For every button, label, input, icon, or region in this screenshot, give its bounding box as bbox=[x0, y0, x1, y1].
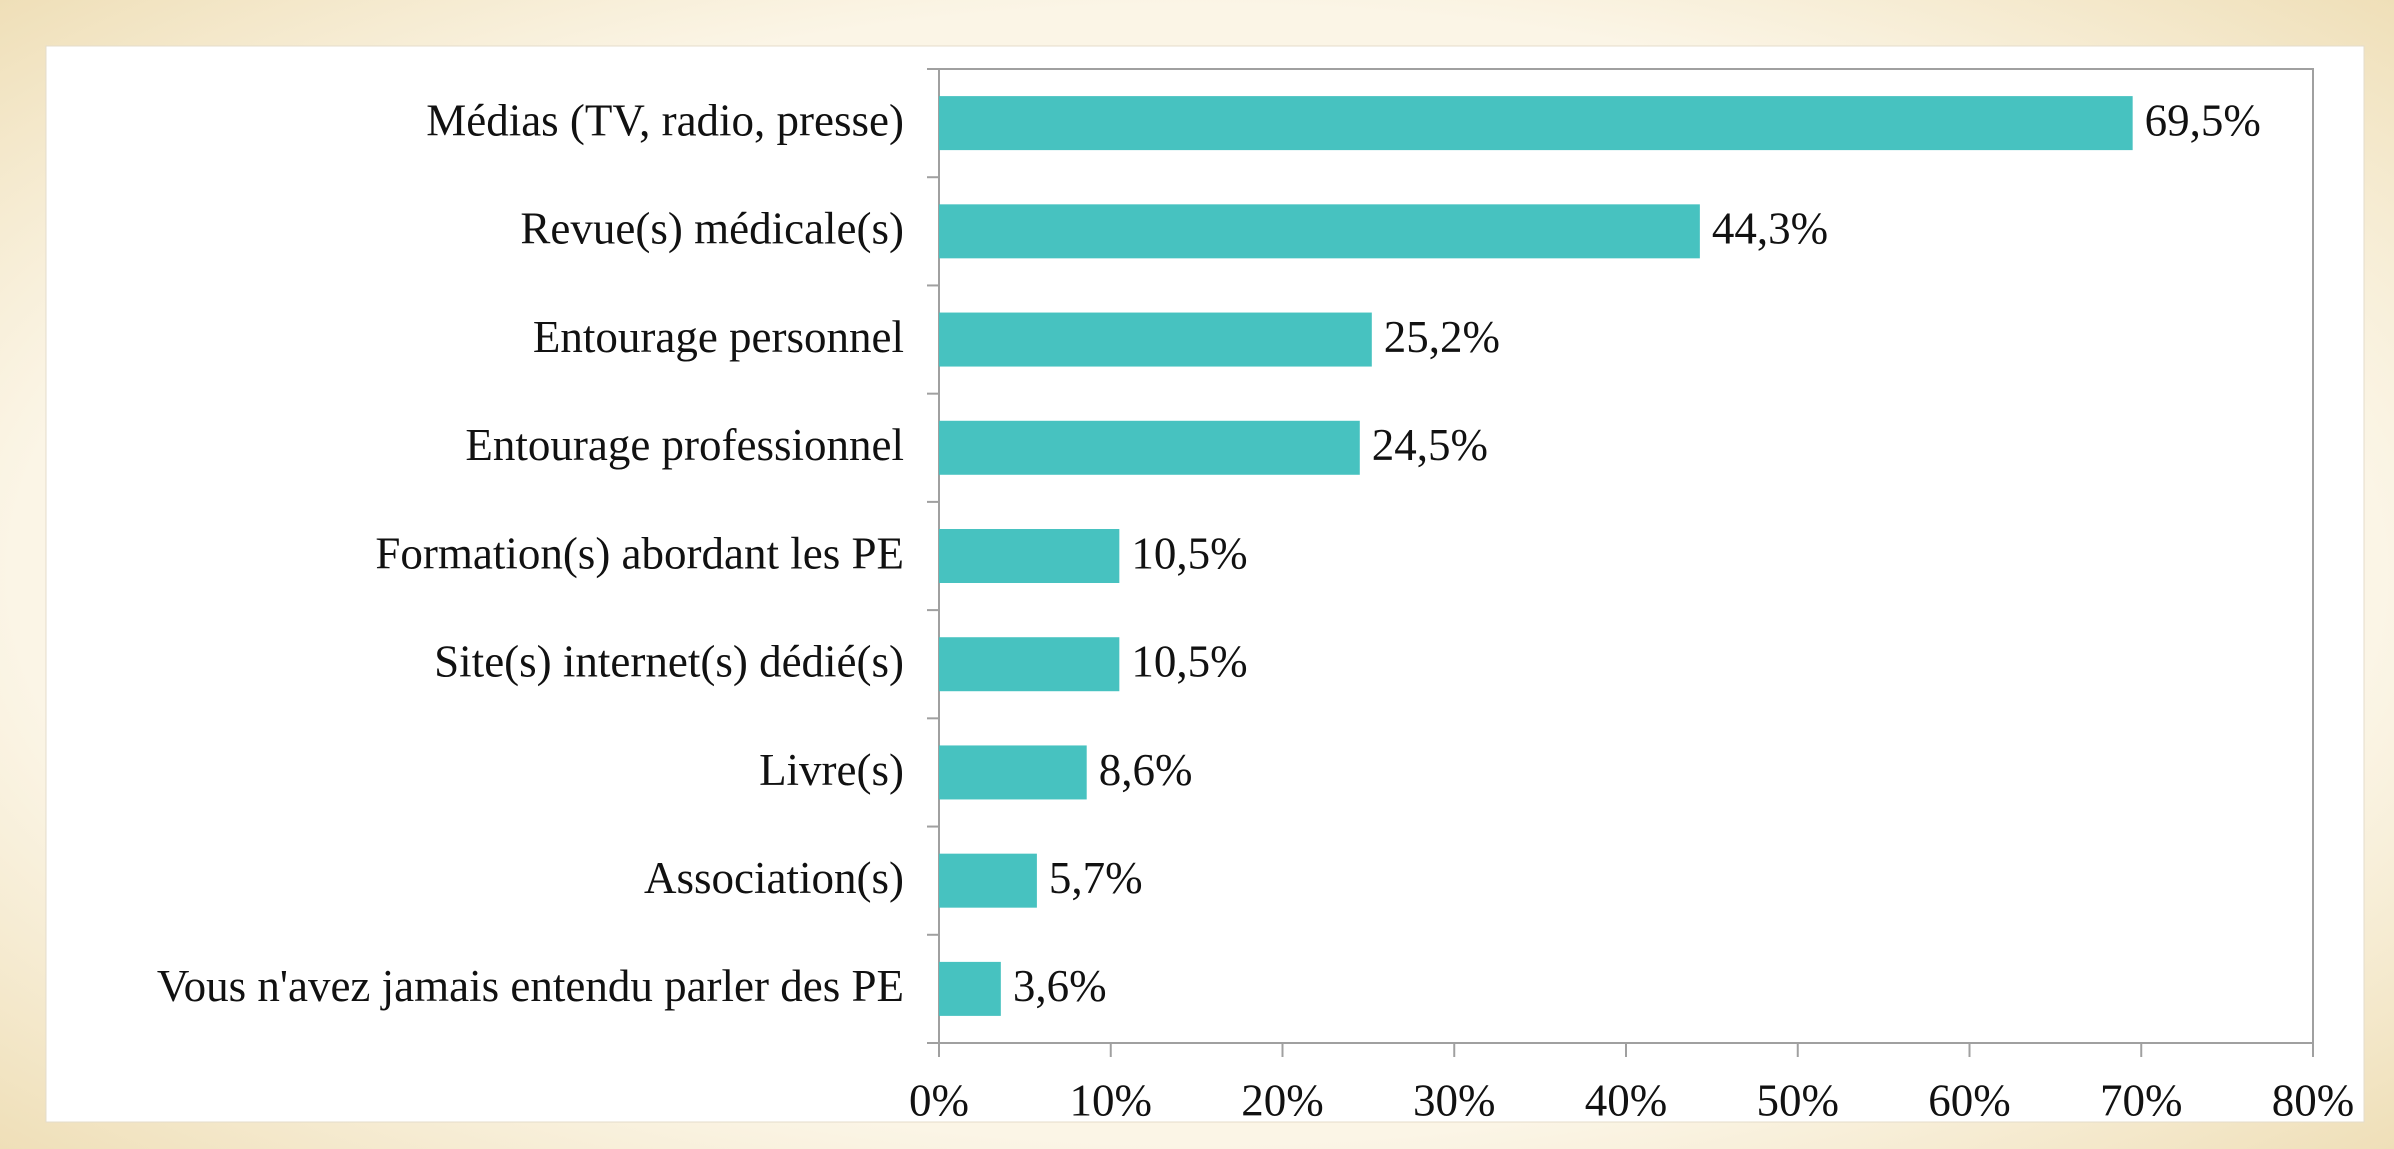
value-label: 5,7% bbox=[1049, 853, 1143, 903]
y-tick-label: Formation(s) abordant les PE bbox=[375, 528, 904, 578]
value-label: 24,5% bbox=[1372, 420, 1488, 470]
value-label: 10,5% bbox=[1131, 528, 1247, 578]
bar bbox=[939, 529, 1120, 583]
value-label: 69,5% bbox=[2145, 95, 2261, 145]
value-label: 8,6% bbox=[1099, 745, 1193, 795]
x-tick-label: 80% bbox=[2272, 1075, 2355, 1125]
bar bbox=[939, 745, 1087, 800]
bar bbox=[939, 312, 1372, 367]
value-label: 44,3% bbox=[1712, 204, 1828, 254]
y-tick-label: Revue(s) médicale(s) bbox=[520, 204, 904, 254]
x-tick-label: 50% bbox=[1757, 1075, 1840, 1125]
bar bbox=[939, 961, 1001, 1016]
x-tick-label: 0% bbox=[909, 1075, 969, 1125]
x-tick-label: 70% bbox=[2100, 1075, 2183, 1125]
bar bbox=[939, 420, 1360, 475]
y-tick-label: Site(s) internet(s) dédié(s) bbox=[434, 637, 904, 687]
y-tick-label: Entourage professionnel bbox=[465, 420, 904, 470]
x-tick-label: 30% bbox=[1413, 1075, 1496, 1125]
bar bbox=[939, 637, 1120, 692]
bar bbox=[939, 204, 1700, 259]
x-tick-label: 60% bbox=[1928, 1075, 2011, 1125]
x-tick-label: 10% bbox=[1070, 1075, 1153, 1125]
y-tick-label: Médias (TV, radio, presse) bbox=[426, 95, 904, 145]
x-tick-label: 20% bbox=[1241, 1075, 1324, 1125]
y-tick-label: Vous n'avez jamais entendu parler des PE bbox=[157, 961, 904, 1011]
x-tick-label: 40% bbox=[1585, 1075, 1668, 1125]
bar bbox=[939, 853, 1037, 908]
bar bbox=[939, 96, 2133, 151]
y-tick-label: Entourage personnel bbox=[533, 312, 904, 362]
value-label: 10,5% bbox=[1131, 637, 1247, 687]
y-tick-label: Association(s) bbox=[644, 853, 904, 903]
value-label: 3,6% bbox=[1013, 961, 1107, 1011]
value-label: 25,2% bbox=[1384, 312, 1500, 362]
y-tick-label: Livre(s) bbox=[759, 745, 904, 795]
